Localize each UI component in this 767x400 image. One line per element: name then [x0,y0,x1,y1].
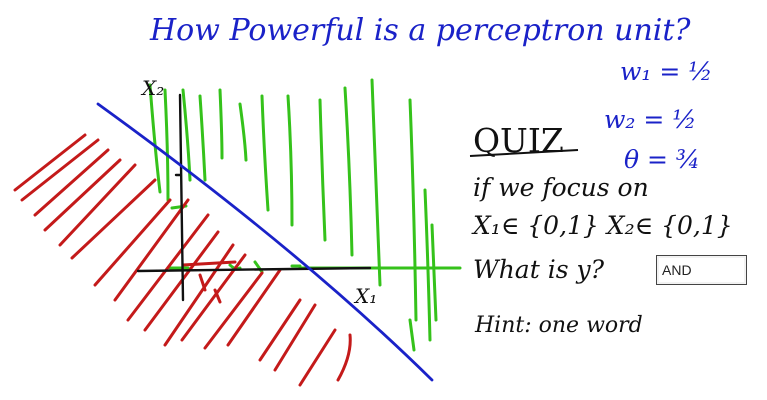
axes [136,93,372,302]
x2-label: X₂ [140,76,164,100]
x-axis [136,266,372,273]
quiz-line-2: X₁∈ {0,1} X₂∈ {0,1} [471,211,733,240]
positive-region-hatching [148,78,462,352]
answer-input[interactable] [660,259,747,281]
quiz-hint: Hint: one word [474,313,643,338]
quiz-underline [469,149,579,157]
theta-label: θ = ¾ [624,145,700,174]
quiz-line-1: if we focus on [473,173,649,202]
y-axis [178,93,185,302]
quiz-question: What is y? [473,255,605,284]
w1-label: w₁ = ½ [620,57,713,86]
title: How Powerful is a perceptron unit? [149,13,691,48]
answer-box[interactable] [656,255,747,285]
decision-boundary-line [96,102,434,382]
w2-label: w₂ = ½ [604,105,697,134]
x1-label: X₁ [353,284,377,308]
